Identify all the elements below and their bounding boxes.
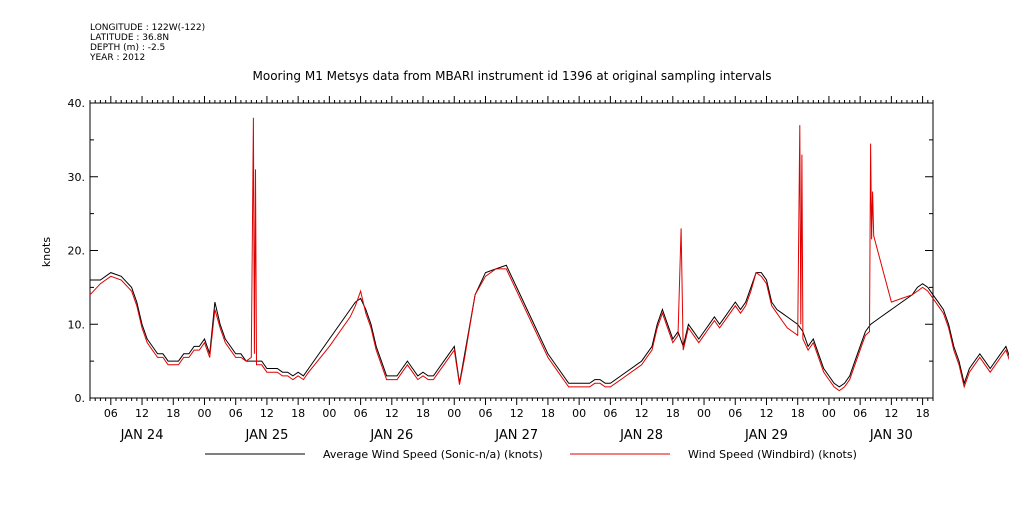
x-hour-label: 00	[322, 407, 336, 420]
metadata-header: LONGITUDE : 122W(-122) LATITUDE : 36.8N …	[89, 23, 205, 63]
x-hour-label: 06	[104, 407, 118, 420]
x-hour-label: 00	[572, 407, 586, 420]
x-hour-label: 12	[759, 407, 773, 420]
plot-frame	[89, 102, 934, 399]
x-day-label: JAN 25	[244, 428, 288, 443]
x-hour-label: 00	[697, 407, 711, 420]
y-tick-label: 30.	[68, 171, 86, 184]
x-hour-label: 18	[166, 407, 180, 420]
x-hour-label: 12	[385, 407, 399, 420]
x-day-label: JAN 29	[744, 428, 788, 443]
x-hour-label: 18	[666, 407, 680, 420]
x-day-label: JAN 30	[869, 428, 913, 443]
axes: 0. 10. 20. 30. 40. 06 12 18 00 06 12 18 00 06 12 18 00 06…	[68, 96, 934, 443]
series-windbird-wind-speed	[89, 117, 1009, 392]
x-hour-label: 18	[916, 407, 930, 420]
x-day-label: JAN 26	[369, 428, 413, 443]
x-hour-label: 12	[135, 407, 149, 420]
x-hour-label: 06	[853, 407, 867, 420]
legend: Average Wind Speed (Sonic-n/a) (knots) W…	[205, 448, 857, 461]
header-depth: DEPTH (m) : -2.5	[90, 43, 165, 53]
x-hour-label: 18	[541, 407, 555, 420]
x-hour-label: 00	[447, 407, 461, 420]
y-tick-label: 20.	[68, 245, 86, 258]
x-hour-label: 12	[884, 407, 898, 420]
x-hour-label: 06	[603, 407, 617, 420]
header-latitude: LATITUDE : 36.8N	[90, 33, 169, 43]
x-hour-label: 00	[197, 407, 211, 420]
header-year: YEAR : 2012	[89, 53, 145, 63]
x-day-label: JAN 24	[120, 428, 164, 443]
chart-title: Mooring M1 Metsys data from MBARI instru…	[253, 69, 772, 83]
x-hour-label: 12	[635, 407, 649, 420]
legend-label-average: Average Wind Speed (Sonic-n/a) (knots)	[323, 448, 543, 461]
header-longitude: LONGITUDE : 122W(-122)	[90, 23, 205, 33]
x-hour-label: 06	[728, 407, 742, 420]
x-hour-label: 06	[478, 407, 492, 420]
x-hour-label: 12	[260, 407, 274, 420]
x-day-label: JAN 27	[494, 428, 538, 443]
x-hour-label: 18	[791, 407, 805, 420]
x-hour-label: 06	[229, 407, 243, 420]
y-axis-label: knots	[40, 237, 53, 267]
y-tick-label: 10.	[68, 318, 86, 331]
x-hour-label: 18	[416, 407, 430, 420]
x-hour-label: 18	[291, 407, 305, 420]
x-hour-label: 12	[510, 407, 524, 420]
x-hour-label: 06	[354, 407, 368, 420]
legend-label-windbird: Wind Speed (Windbird) (knots)	[688, 448, 857, 461]
series-group	[89, 117, 1009, 392]
x-hour-label: 00	[822, 407, 836, 420]
y-tick-label: 40.	[68, 97, 86, 110]
y-tick-label: 0.	[75, 392, 86, 405]
x-day-label: JAN 28	[619, 428, 663, 443]
series-average-wind-speed	[90, 264, 1009, 388]
